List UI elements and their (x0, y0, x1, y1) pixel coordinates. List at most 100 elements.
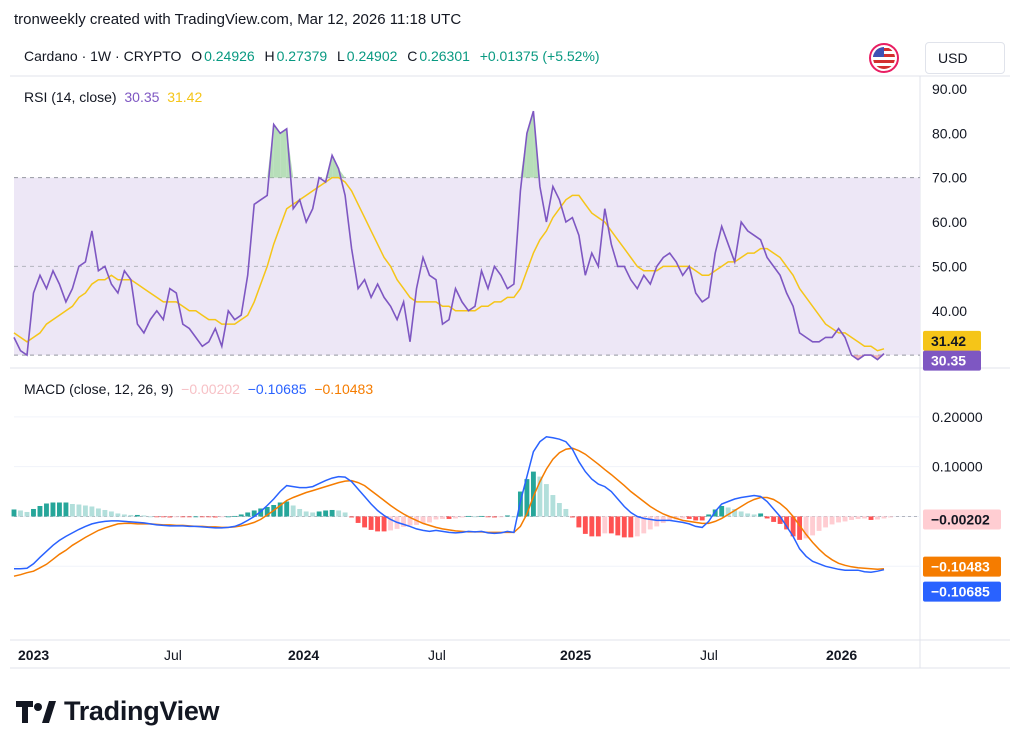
low-label: L (337, 48, 345, 64)
signal-legend-value: −0.10483 (314, 381, 374, 397)
macd-legend[interactable]: MACD (close, 12, 26, 9) −0.00202 −0.1068… (24, 381, 373, 397)
macd-last-label-bg (923, 581, 1001, 602)
macd-histogram-bar (868, 516, 874, 520)
macd-histogram-bar (875, 516, 880, 520)
macd-histogram-bar (63, 502, 69, 517)
macd-histogram-bar (44, 503, 49, 517)
macd-histogram-bar (407, 516, 413, 526)
rsi-axis-tick: 50.00 (932, 258, 967, 274)
macd-histogram-bar (784, 516, 790, 530)
macd-histogram-bar (427, 516, 432, 523)
macd-histogram-bar (771, 516, 777, 522)
macd-histogram-bar (102, 509, 108, 517)
macd-histogram-bar (225, 516, 231, 518)
macd-histogram-bar (550, 495, 556, 517)
macd-histogram-bar (355, 516, 361, 523)
macd-histogram-bar (595, 516, 601, 537)
macd-line (14, 436, 885, 573)
macd-histogram-bar (420, 516, 426, 524)
macd-histogram-bar (485, 516, 491, 518)
macd-histogram-bar (446, 516, 452, 519)
macd-histogram-bar (686, 516, 692, 519)
macd-histogram-bar (888, 516, 893, 518)
macd-histogram-bar (881, 516, 887, 519)
macd-histogram-bar (18, 510, 23, 517)
macd-histogram-bar (797, 516, 803, 540)
macd-histogram-bar (836, 516, 841, 523)
macd-histogram-bar (459, 516, 465, 518)
macd-histogram-bar (206, 516, 212, 518)
macd-histogram-bar (693, 516, 699, 521)
low-value: 0.24902 (346, 48, 398, 64)
time-axis-label: 2023 (18, 647, 49, 663)
macd-histogram-bar (621, 516, 627, 538)
macd-last-label: −0.10685 (931, 584, 990, 600)
rsi-axis-tick: 80.00 (932, 125, 967, 141)
macd-histogram-bar (141, 515, 147, 517)
symbol-legend: Cardano · 1W · CRYPTO O 0.24926 H 0.27379 … (24, 48, 602, 64)
macd-histogram-bar (777, 516, 783, 524)
chart-caption: tronweekly created with TradingView.com,… (14, 11, 462, 28)
macd-histogram-bar (95, 508, 101, 517)
macd-histogram-bar (738, 511, 744, 517)
macd-histogram-bar (576, 516, 582, 528)
macd-histogram-bar (121, 514, 127, 517)
macd-hist-last-label: −0.00202 (931, 511, 990, 527)
macd-histogram-bar (667, 516, 673, 521)
rsi-overbought-fill (273, 124, 281, 178)
macd-histogram-bar (582, 516, 588, 534)
macd-histogram-bar (232, 515, 238, 517)
macd-histogram-bar (128, 514, 134, 517)
macd-histogram-bar (245, 512, 251, 517)
macd-histogram-bar (849, 516, 854, 520)
macd-histogram-bar (134, 514, 140, 517)
macd-histogram-bar (680, 516, 686, 519)
close-value: 0.26301 (419, 48, 470, 64)
time-axis-label: 2026 (826, 647, 857, 663)
macd-hist-legend-value: −0.00202 (181, 381, 240, 397)
macd-histogram-bar (537, 476, 543, 517)
tradingview-logo: TradingView (16, 696, 220, 727)
macd-histogram-bar (563, 508, 569, 517)
macd-histogram-bar (453, 516, 458, 519)
rsi-ma-legend-value: 31.42 (167, 89, 203, 105)
time-axis-label: Jul (428, 647, 446, 663)
high-label: H (264, 48, 275, 64)
macd-histogram-bar (212, 516, 218, 518)
rsi-last-label: 30.35 (931, 353, 966, 369)
brand-name: TradingView (64, 696, 220, 726)
rsi-ma-last-label: 31.42 (931, 333, 966, 349)
us-flag-icon[interactable] (869, 43, 899, 73)
tradingview-logo-icon (16, 700, 56, 723)
rsi-title: RSI (14, close) (24, 89, 117, 105)
rsi-ma-line (13, 176, 885, 352)
macd-histogram-bar (543, 484, 549, 517)
macd-histogram-bar (193, 516, 199, 518)
macd-histogram-bar (238, 514, 244, 517)
macd-histogram-bar (199, 516, 205, 518)
rsi-line (13, 110, 885, 361)
rsi-legend-value: 30.35 (124, 89, 160, 105)
macd-histogram-bar (719, 505, 725, 517)
macd-histogram-bar (855, 516, 861, 519)
macd-histogram-bar (479, 515, 484, 517)
macd-histogram-bar (24, 511, 30, 517)
macd-histogram-bar (342, 512, 348, 517)
signal-last-label: −0.10483 (931, 559, 990, 575)
macd-histogram-bar (180, 516, 186, 518)
signal-line (13, 447, 885, 577)
rsi-legend[interactable]: RSI (14, close) 30.35 31.42 (24, 89, 202, 105)
macd-axis-tick: 0.10000 (932, 459, 983, 475)
macd-histogram-bar (147, 516, 153, 518)
macd-histogram-bar (654, 516, 660, 527)
macd-histogram-bar (758, 513, 764, 517)
macd-histogram-bar (466, 515, 471, 517)
time-axis-label: Jul (700, 647, 718, 663)
rsi-axis-tick: 70.00 (932, 170, 967, 186)
macd-histogram-bar (745, 513, 751, 517)
rsi-overbought-fill (526, 111, 534, 178)
symbol-name[interactable]: Cardano · 1W · CRYPTO (24, 48, 182, 64)
currency-selector[interactable]: USD (925, 42, 1005, 74)
time-axis-label: 2025 (560, 647, 591, 663)
